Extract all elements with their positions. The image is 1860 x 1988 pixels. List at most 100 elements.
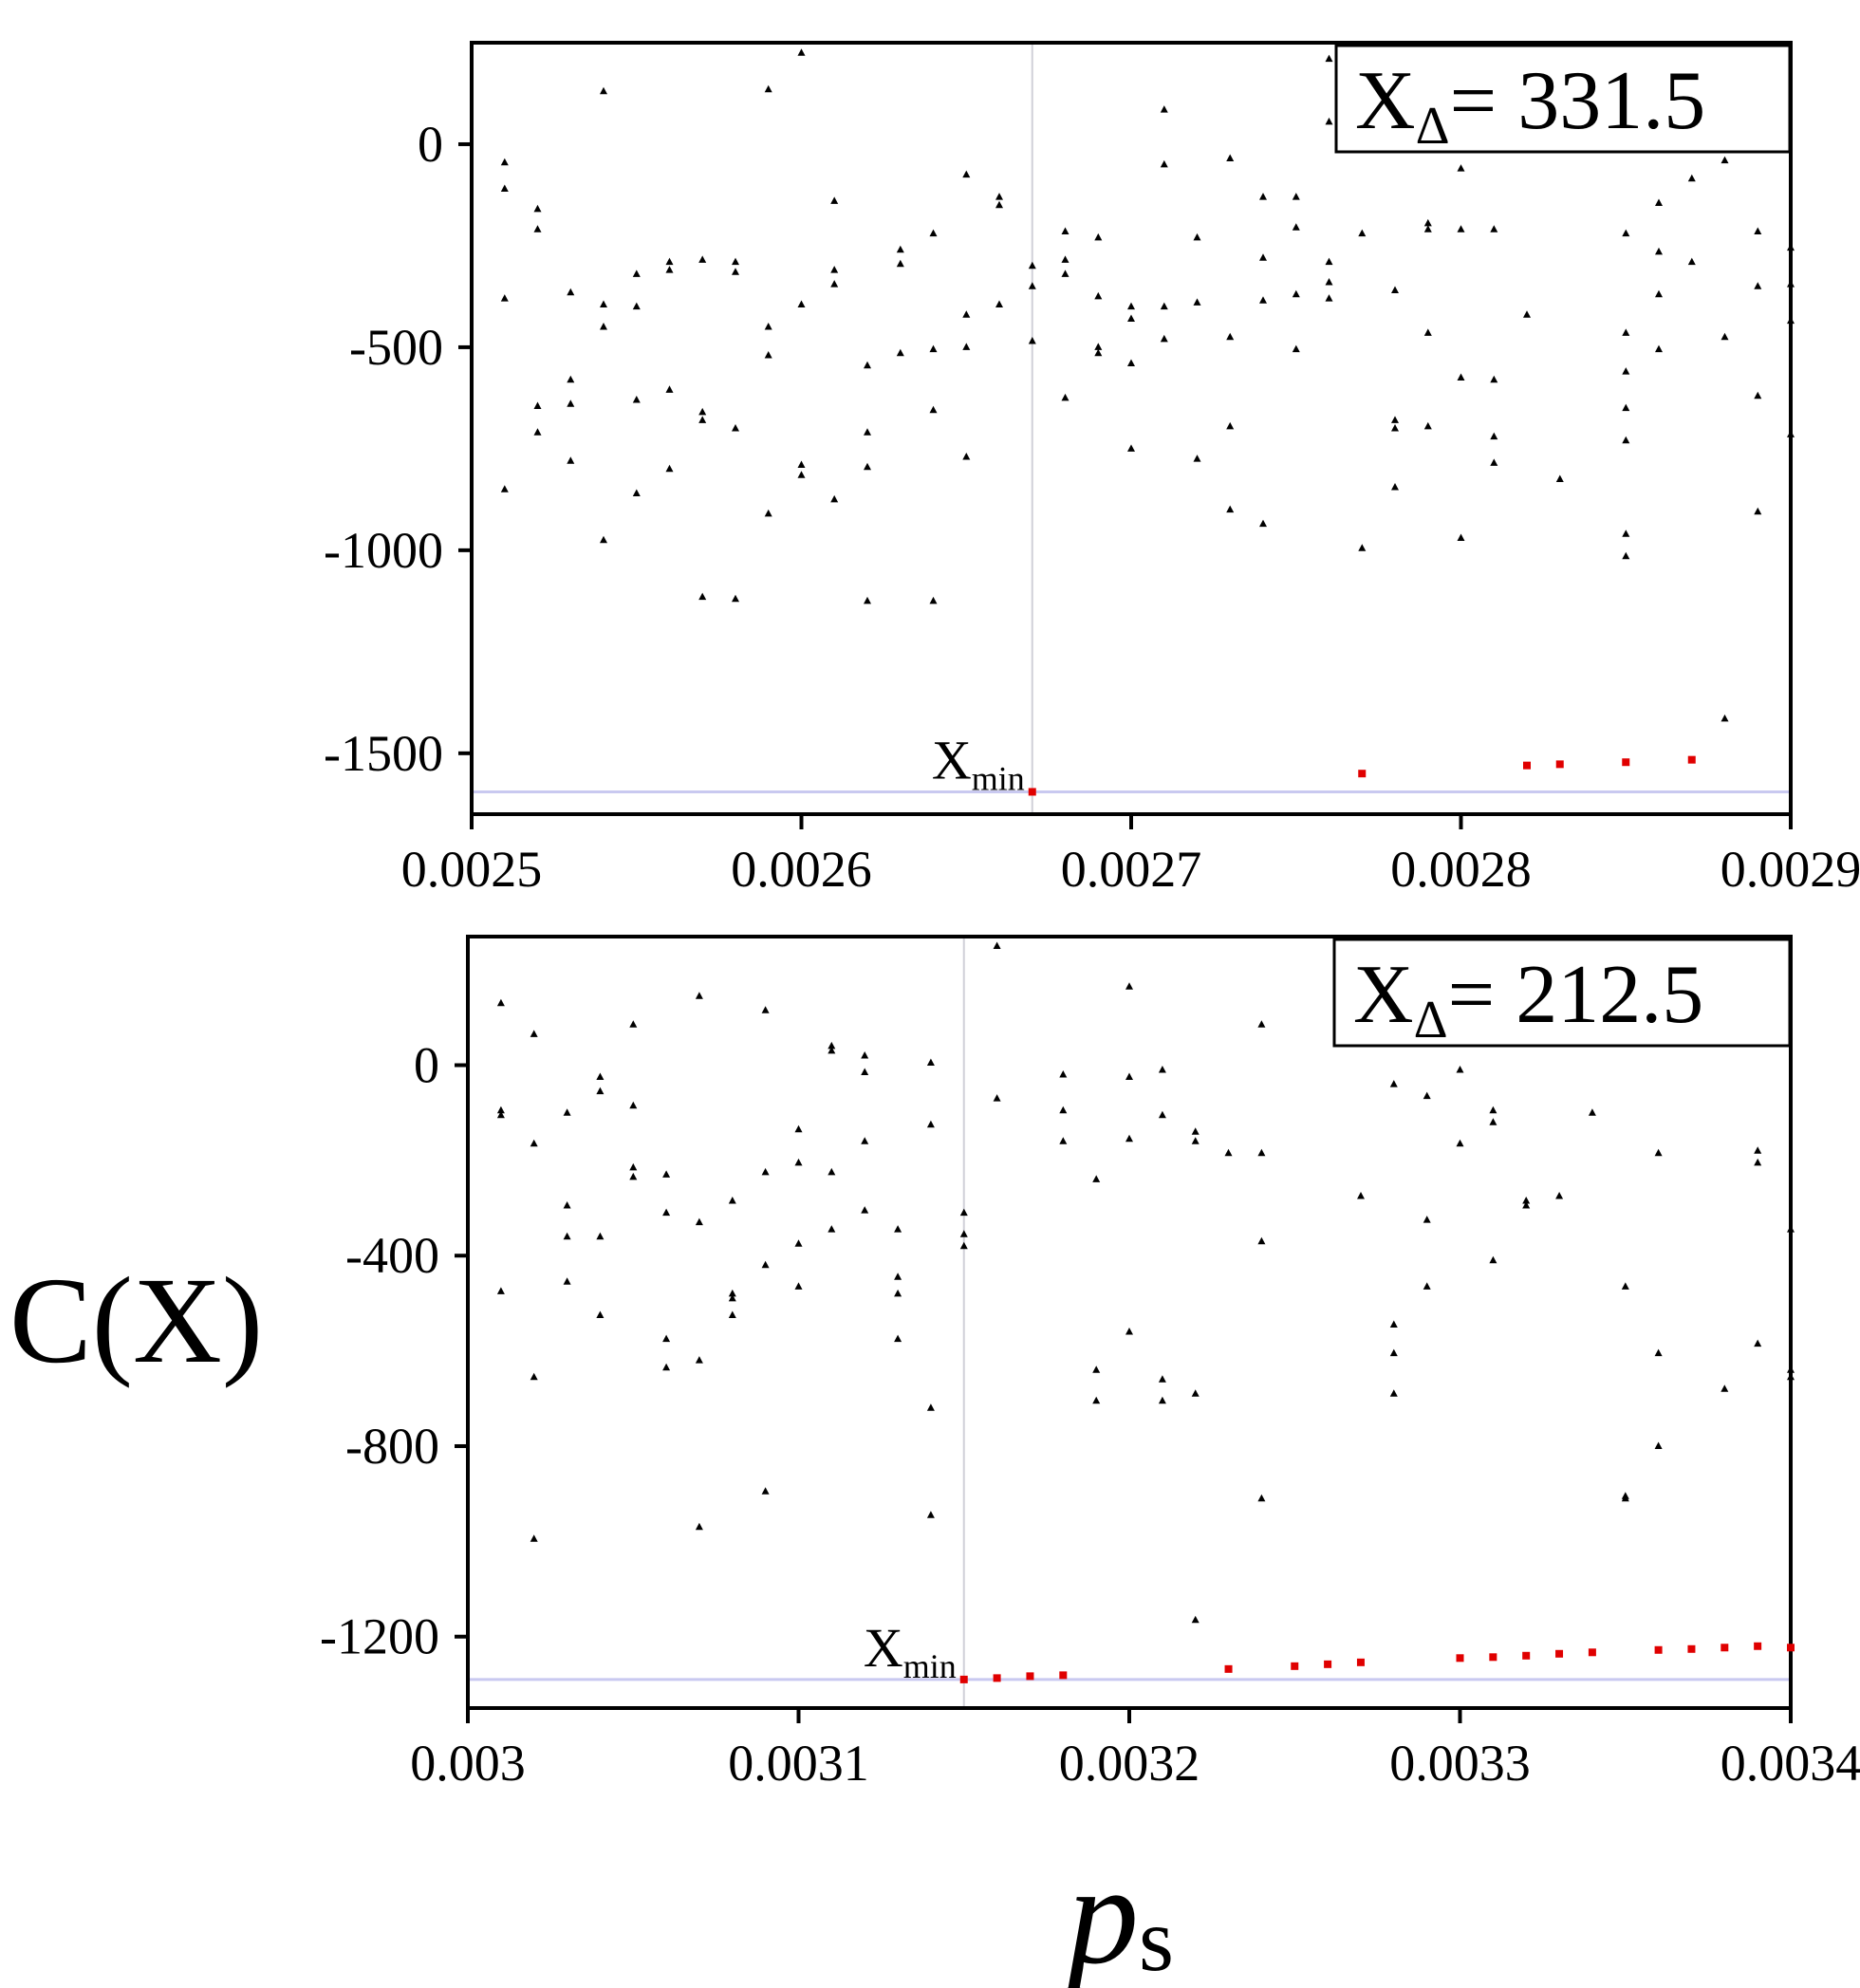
data-point: [794, 1282, 803, 1290]
data-point: [496, 998, 505, 1007]
data-point: [1457, 164, 1465, 172]
data-point: [1489, 1118, 1497, 1125]
data-point: [496, 1105, 505, 1114]
y-tick-label: -500: [349, 319, 443, 376]
data-point: [1061, 393, 1070, 401]
data-point: [732, 424, 739, 432]
data-point: [764, 351, 772, 359]
data-point: [629, 1020, 638, 1028]
data-point: [1059, 1137, 1068, 1144]
data-point: [962, 310, 971, 318]
data-point: [797, 471, 806, 478]
data-point: [1389, 1080, 1398, 1087]
data-point: [1357, 1192, 1365, 1199]
data-point: [896, 245, 904, 253]
data-point: [533, 225, 542, 232]
data-point: [1389, 1320, 1398, 1328]
data-point: [1423, 1216, 1431, 1223]
data-point: [1191, 1137, 1200, 1144]
data-point: [1389, 1389, 1398, 1397]
data-point: [1193, 298, 1201, 306]
data-point: [1325, 54, 1333, 63]
data-point: [530, 1139, 538, 1147]
data-point: [695, 992, 703, 999]
data-point: [1787, 430, 1795, 437]
data-point: [698, 416, 707, 423]
data-point: [995, 193, 1003, 200]
data-point: [530, 1372, 538, 1381]
data-point: [896, 259, 904, 268]
data-point: [596, 1310, 604, 1318]
data-point: [1456, 1066, 1464, 1073]
data-point: [1125, 982, 1133, 990]
x-tick-label: 0.0034: [1720, 1735, 1860, 1792]
data-point: [1754, 282, 1762, 289]
data-point: [600, 86, 607, 95]
data-point: [1457, 373, 1465, 381]
data-point: [1654, 1148, 1663, 1157]
data-point: [1655, 198, 1663, 206]
x-axis-title-sub: s: [1139, 1889, 1174, 1988]
data-point: [1191, 1389, 1200, 1397]
data-point: [632, 302, 641, 310]
data-point: [894, 1289, 902, 1297]
data-point: [1160, 334, 1168, 343]
data-point: [1423, 1282, 1431, 1290]
data-point: [1489, 1255, 1497, 1264]
data-point: [761, 1006, 770, 1013]
data-point: [732, 594, 739, 603]
plot-frame: [470, 41, 1793, 816]
y-tick-label: -1200: [320, 1608, 439, 1665]
data-point: [1158, 1066, 1166, 1073]
data-point: [1423, 421, 1432, 430]
x-tick-label: 0.0026: [731, 841, 872, 898]
data-point: [728, 1293, 736, 1302]
x-tick-label: 0.0025: [401, 841, 543, 898]
data-point: [728, 1310, 736, 1318]
data-point: [861, 1068, 869, 1075]
data-point: [1325, 257, 1333, 266]
y-tick-label: -400: [345, 1227, 439, 1284]
data-point: [1158, 1396, 1166, 1404]
data-point: [1490, 225, 1498, 232]
data-point: [1226, 154, 1235, 161]
data-point: [830, 494, 839, 503]
x-delta-base: X: [1353, 949, 1414, 1041]
data-point: [632, 396, 641, 403]
data-point: [1391, 286, 1399, 293]
data-point: [761, 1260, 770, 1269]
data-point: [1160, 302, 1168, 310]
data-point: [629, 1172, 638, 1180]
x-delta-label: XΔ= 212.5: [1353, 949, 1703, 1050]
data-point: [1193, 232, 1201, 241]
data-point: [794, 1239, 803, 1247]
x-min-annotation-sub: min: [972, 759, 1025, 797]
data-point: [830, 196, 839, 204]
data-point: [563, 1108, 571, 1116]
data-point: [1028, 261, 1036, 269]
data-point: [1622, 551, 1630, 560]
data-point: [1787, 1225, 1795, 1233]
data-point: [1522, 1197, 1531, 1204]
data-point: [698, 255, 707, 263]
highlight-point: [1754, 1642, 1762, 1650]
data-point: [1389, 1348, 1398, 1357]
data-point: [1259, 296, 1267, 304]
x-delta-label: XΔ= 331.5: [1355, 55, 1705, 156]
data-point: [567, 288, 575, 296]
data-point: [1754, 1158, 1762, 1166]
data-point: [929, 344, 938, 353]
data-point: [830, 280, 839, 288]
data-point: [993, 941, 1001, 949]
highlight-point: [1324, 1660, 1332, 1668]
data-point: [732, 268, 739, 275]
data-point: [828, 1041, 836, 1050]
data-point: [1391, 424, 1399, 432]
x-tick-label: 0.003: [410, 1735, 526, 1792]
data-point: [632, 489, 641, 496]
data-point: [1094, 343, 1103, 350]
data-point: [1490, 458, 1498, 466]
highlight-point: [1522, 1651, 1531, 1660]
highlight-point: [1026, 1672, 1034, 1681]
data-point: [861, 1137, 869, 1144]
